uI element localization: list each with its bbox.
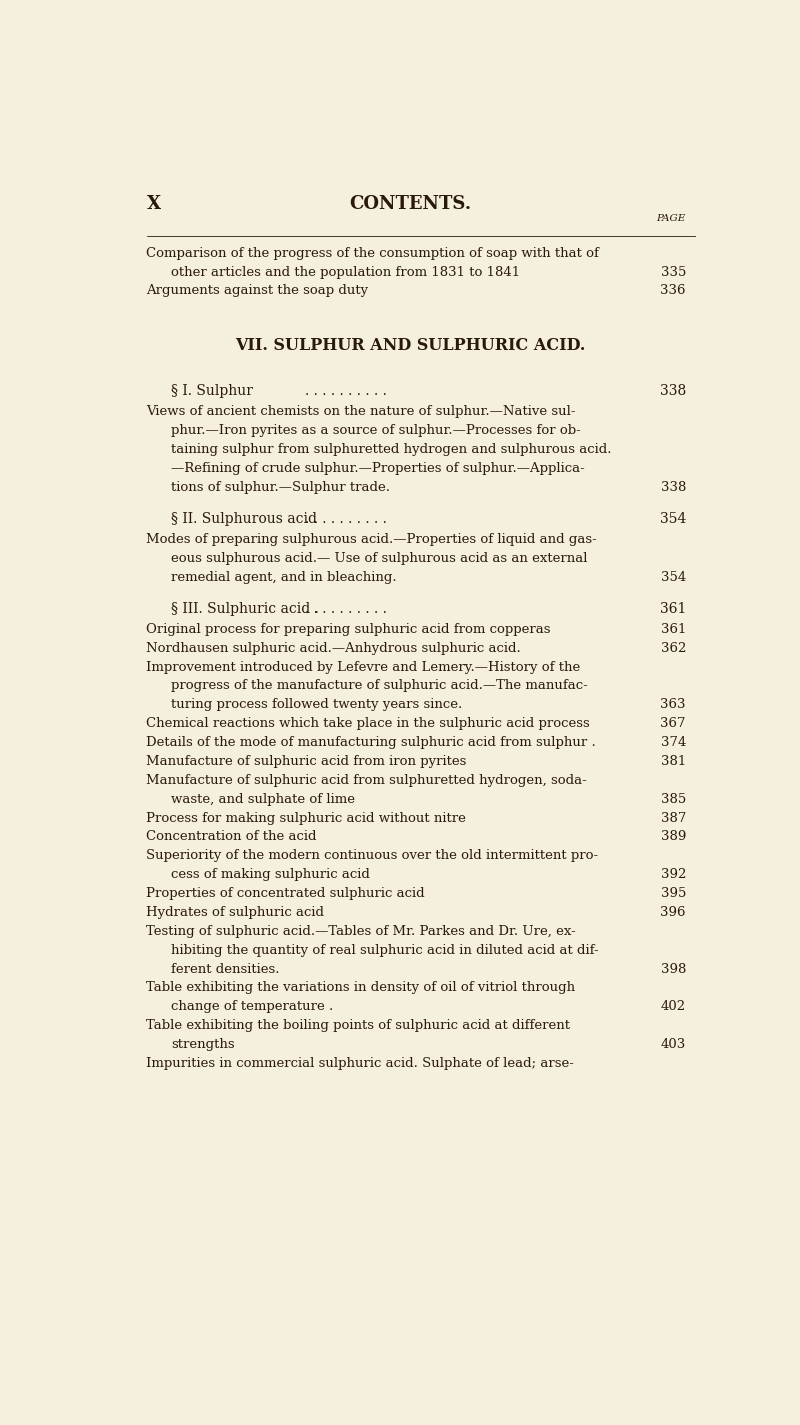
Text: taining sulphur from sulphuretted hydrogen and sulphurous acid.: taining sulphur from sulphuretted hydrog… <box>171 443 612 456</box>
Text: § III. Sulphuric acid .: § III. Sulphuric acid . <box>171 601 319 616</box>
Text: Manufacture of sulphuric acid from iron pyrites: Manufacture of sulphuric acid from iron … <box>146 755 467 768</box>
Text: Manufacture of sulphuric acid from sulphuretted hydrogen, soda-: Manufacture of sulphuric acid from sulph… <box>146 774 587 787</box>
Text: 403: 403 <box>661 1037 686 1052</box>
Text: 354: 354 <box>659 512 686 526</box>
Text: § I. Sulphur: § I. Sulphur <box>171 385 254 399</box>
Text: waste, and sulphate of lime: waste, and sulphate of lime <box>171 792 355 805</box>
Text: 354: 354 <box>661 571 686 584</box>
Text: 398: 398 <box>661 962 686 976</box>
Text: 338: 338 <box>661 482 686 494</box>
Text: other articles and the population from 1831 to 1841: other articles and the population from 1… <box>171 265 521 278</box>
Text: Improvement introduced by Lefevre and Lemery.—History of the: Improvement introduced by Lefevre and Le… <box>146 661 581 674</box>
Text: 367: 367 <box>661 717 686 730</box>
Text: 395: 395 <box>661 888 686 901</box>
Text: cess of making sulphuric acid: cess of making sulphuric acid <box>171 868 370 881</box>
Text: Chemical reactions which take place in the sulphuric acid process: Chemical reactions which take place in t… <box>146 717 590 730</box>
Text: eous sulphurous acid.— Use of sulphurous acid as an external: eous sulphurous acid.— Use of sulphurous… <box>171 551 588 564</box>
Text: 385: 385 <box>661 792 686 805</box>
Text: Hydrates of sulphuric acid: Hydrates of sulphuric acid <box>146 906 325 919</box>
Text: tions of sulphur.—Sulphur trade.: tions of sulphur.—Sulphur trade. <box>171 482 390 494</box>
Text: turing process followed twenty years since.: turing process followed twenty years sin… <box>171 698 462 711</box>
Text: Concentration of the acid: Concentration of the acid <box>146 831 317 844</box>
Text: . . . . . . . . . .: . . . . . . . . . . <box>305 385 386 399</box>
Text: Views of ancient chemists on the nature of sulphur.—Native sul-: Views of ancient chemists on the nature … <box>146 406 576 419</box>
Text: progress of the manufacture of sulphuric acid.—The manufac-: progress of the manufacture of sulphuric… <box>171 680 588 693</box>
Text: . . . . . . . . . .: . . . . . . . . . . <box>305 601 386 616</box>
Text: 387: 387 <box>661 812 686 825</box>
Text: remedial agent, and in bleaching.: remedial agent, and in bleaching. <box>171 571 397 584</box>
Text: strengths: strengths <box>171 1037 235 1052</box>
Text: 361: 361 <box>659 601 686 616</box>
Text: 336: 336 <box>661 285 686 298</box>
Text: Table exhibiting the boiling points of sulphuric acid at different: Table exhibiting the boiling points of s… <box>146 1019 570 1032</box>
Text: . . . . . . . . . .: . . . . . . . . . . <box>305 512 386 526</box>
Text: § II. Sulphurous acid: § II. Sulphurous acid <box>171 512 318 526</box>
Text: Table exhibiting the variations in density of oil of vitriol through: Table exhibiting the variations in densi… <box>146 982 576 995</box>
Text: Nordhausen sulphuric acid.—Anhydrous sulphuric acid.: Nordhausen sulphuric acid.—Anhydrous sul… <box>146 641 522 654</box>
Text: PAGE: PAGE <box>657 214 686 222</box>
Text: Arguments against the soap duty: Arguments against the soap duty <box>146 285 369 298</box>
Text: Process for making sulphuric acid without nitre: Process for making sulphuric acid withou… <box>146 812 466 825</box>
Text: 374: 374 <box>661 737 686 750</box>
Text: VII. SULPHUR AND SULPHURIC ACID.: VII. SULPHUR AND SULPHURIC ACID. <box>235 338 585 355</box>
Text: change of temperature .: change of temperature . <box>171 1000 334 1013</box>
Text: CONTENTS.: CONTENTS. <box>349 195 471 214</box>
Text: Superiority of the modern continuous over the old intermittent pro-: Superiority of the modern continuous ove… <box>146 849 598 862</box>
Text: 335: 335 <box>661 265 686 278</box>
Text: 361: 361 <box>661 623 686 636</box>
Text: 389: 389 <box>661 831 686 844</box>
Text: hibiting the quantity of real sulphuric acid in diluted acid at dif-: hibiting the quantity of real sulphuric … <box>171 943 599 956</box>
Text: 402: 402 <box>661 1000 686 1013</box>
Text: 381: 381 <box>661 755 686 768</box>
Text: Original process for preparing sulphuric acid from copperas: Original process for preparing sulphuric… <box>146 623 551 636</box>
Text: Properties of concentrated sulphuric acid: Properties of concentrated sulphuric aci… <box>146 888 425 901</box>
Text: Details of the mode of manufacturing sulphuric acid from sulphur .: Details of the mode of manufacturing sul… <box>146 737 596 750</box>
Text: Impurities in commercial sulphuric acid. Sulphate of lead; arse-: Impurities in commercial sulphuric acid.… <box>146 1057 574 1070</box>
Text: 362: 362 <box>661 641 686 654</box>
Text: ferent densities.: ferent densities. <box>171 962 280 976</box>
Text: —Refining of crude sulphur.—Properties of sulphur.—Applica-: —Refining of crude sulphur.—Properties o… <box>171 462 585 475</box>
Text: 392: 392 <box>661 868 686 881</box>
Text: Testing of sulphuric acid.—Tables of Mr. Parkes and Dr. Ure, ex-: Testing of sulphuric acid.—Tables of Mr.… <box>146 925 576 938</box>
Text: phur.—Iron pyrites as a source of sulphur.—Processes for ob-: phur.—Iron pyrites as a source of sulphu… <box>171 425 581 437</box>
Text: 396: 396 <box>661 906 686 919</box>
Text: Comparison of the progress of the consumption of soap with that of: Comparison of the progress of the consum… <box>146 247 599 259</box>
Text: 363: 363 <box>661 698 686 711</box>
Text: Modes of preparing sulphurous acid.—Properties of liquid and gas-: Modes of preparing sulphurous acid.—Prop… <box>146 533 598 546</box>
Text: 338: 338 <box>660 385 686 399</box>
Text: X: X <box>146 195 161 214</box>
